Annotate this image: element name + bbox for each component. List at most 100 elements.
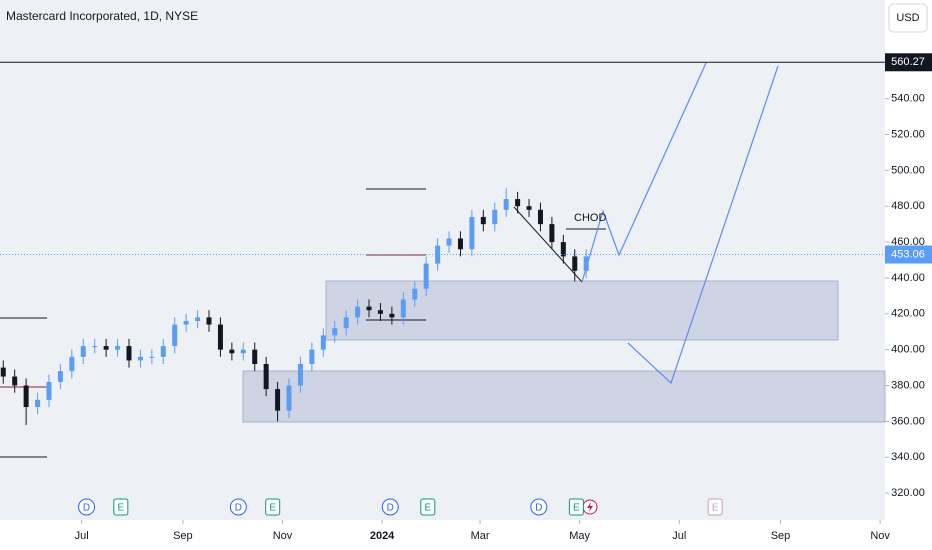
annotation: CHOD xyxy=(574,212,606,224)
event-marker[interactable]: D xyxy=(78,498,96,516)
trend-line xyxy=(513,206,583,283)
candle-body xyxy=(229,349,235,354)
x-tick-label: Sep xyxy=(173,530,193,542)
event-label: D xyxy=(387,503,394,514)
candle-body xyxy=(435,245,441,264)
x-tick-label: May xyxy=(569,530,590,542)
event-marker[interactable]: E xyxy=(420,498,436,516)
y-tick-label: 480.00 xyxy=(891,200,925,212)
event-badge xyxy=(530,498,548,516)
event-badge xyxy=(265,498,281,516)
candle-body xyxy=(503,199,509,210)
price-badge xyxy=(885,53,932,72)
y-tick-label: 380.00 xyxy=(891,379,925,391)
event-badge xyxy=(381,498,399,516)
event-label: D xyxy=(535,503,542,514)
candle-body xyxy=(115,346,121,350)
zone-lower xyxy=(242,370,886,423)
candle-body xyxy=(320,335,326,350)
candle-body xyxy=(583,256,589,271)
event-label: D xyxy=(83,503,90,514)
event-label: E xyxy=(712,503,719,514)
time-axis-panel xyxy=(0,520,885,550)
candle-body xyxy=(263,364,269,390)
event-marker[interactable]: E xyxy=(113,498,129,516)
x-tick-label: Sep xyxy=(771,530,791,542)
event-badge xyxy=(707,498,723,516)
currency-button[interactable] xyxy=(888,3,928,33)
candle-body xyxy=(537,209,543,225)
price-badge xyxy=(885,245,932,264)
event-label: D xyxy=(235,503,242,514)
x-tick-label: Jul xyxy=(672,530,686,542)
projection-path xyxy=(581,62,707,283)
candle-body xyxy=(366,306,372,311)
x-tick-label: Nov xyxy=(870,530,890,542)
candle-body xyxy=(286,385,292,411)
candle-body xyxy=(412,288,418,300)
candle-body xyxy=(332,328,338,336)
candle-body xyxy=(12,376,18,386)
candle-body xyxy=(457,238,463,250)
candle-body xyxy=(275,389,281,411)
candle-body xyxy=(137,356,143,361)
event-marker[interactable]: D xyxy=(229,498,247,516)
y-tick-label: 340.00 xyxy=(891,451,925,463)
y-tick-label: 500.00 xyxy=(891,164,925,176)
candle-body xyxy=(400,299,406,318)
candle-body xyxy=(309,349,315,364)
x-tick-label: Mar xyxy=(471,530,490,542)
event-label: E xyxy=(117,503,124,514)
candle-body xyxy=(160,346,166,357)
candle-body xyxy=(195,317,201,321)
candle-body xyxy=(423,263,429,289)
candle-body xyxy=(206,317,212,325)
candle-body xyxy=(549,224,555,243)
candle-body xyxy=(252,349,258,364)
event-badge xyxy=(113,498,129,516)
y-tick-label: 400.00 xyxy=(891,344,925,356)
candle-body xyxy=(217,324,223,350)
event-badge xyxy=(78,498,96,516)
event-label: E xyxy=(424,503,431,514)
candle-body xyxy=(46,381,52,400)
x-tick-label: Nov xyxy=(273,530,293,542)
candle-body xyxy=(57,371,63,382)
candle-body xyxy=(389,313,395,318)
y-tick-label: 420.00 xyxy=(891,308,925,320)
candle-body xyxy=(469,216,475,250)
price-badge-label: 453.06 xyxy=(891,248,925,260)
event-marker[interactable]: E xyxy=(568,498,584,516)
candle-body xyxy=(297,364,303,386)
candle-body xyxy=(183,320,189,325)
candle-body xyxy=(492,209,498,225)
event-marker[interactable]: D xyxy=(381,498,399,516)
candle-body xyxy=(377,310,383,314)
candle-body xyxy=(355,306,361,318)
candle-body xyxy=(92,346,98,348)
price-axis-panel xyxy=(885,0,932,550)
event-badge xyxy=(568,498,584,516)
event-label: E xyxy=(269,503,276,514)
y-tick-label: 440.00 xyxy=(891,272,925,284)
candle-body xyxy=(240,349,246,354)
candle-body xyxy=(172,324,178,347)
candle-body xyxy=(103,346,109,350)
event-marker[interactable]: E xyxy=(707,498,723,516)
candle-body xyxy=(149,356,155,358)
zone-upper xyxy=(325,280,839,341)
event-marker[interactable]: D xyxy=(530,498,548,516)
candle-body xyxy=(446,238,452,246)
projection-path xyxy=(627,65,779,385)
x-tick-label: Jul xyxy=(75,530,89,542)
candle-body xyxy=(560,242,566,257)
candle-body xyxy=(526,206,532,210)
event-marker[interactable]: E xyxy=(265,498,281,516)
candle-body xyxy=(572,256,578,271)
split-icon xyxy=(587,502,593,512)
plot-background xyxy=(0,0,885,520)
candle-body xyxy=(0,367,6,377)
candle-body xyxy=(343,317,349,329)
candle-body xyxy=(69,356,75,372)
